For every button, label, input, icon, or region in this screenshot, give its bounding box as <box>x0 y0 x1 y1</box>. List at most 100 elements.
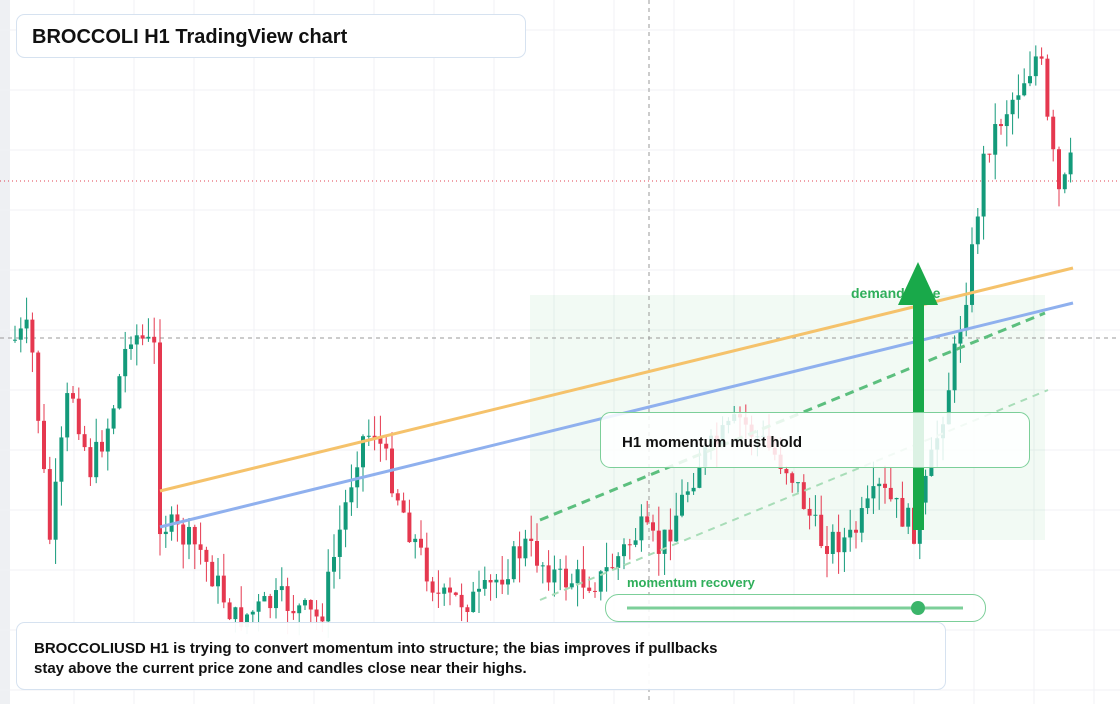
candle-body <box>999 124 1003 127</box>
candle-body <box>790 473 795 483</box>
candle-body <box>1004 114 1009 127</box>
candle-body <box>111 408 116 429</box>
candle-body <box>506 579 510 585</box>
callout-box <box>600 412 1030 468</box>
candle-body <box>691 487 696 492</box>
candle-body <box>233 607 238 620</box>
candle-body <box>239 607 244 628</box>
candle-body <box>250 611 255 615</box>
candle-body <box>680 494 684 516</box>
candle-body <box>384 443 389 449</box>
candle-body <box>303 599 307 606</box>
summary-line: BROCCOLIUSD H1 is trying to convert mome… <box>34 640 717 657</box>
candle-body <box>430 581 435 593</box>
candle-body <box>558 568 563 570</box>
candle-body <box>598 571 603 592</box>
candle-body <box>511 546 516 580</box>
candle-body <box>65 393 70 438</box>
candle-body <box>1068 152 1073 175</box>
candle-body <box>1039 56 1044 59</box>
candle-body <box>993 124 998 155</box>
candle-body <box>1051 116 1056 150</box>
candle-body <box>59 437 64 482</box>
candle-body <box>883 483 887 488</box>
candle-body <box>453 592 458 595</box>
candle-body <box>413 538 418 543</box>
candle-body <box>546 565 551 583</box>
candle-body <box>227 602 232 620</box>
candle-body <box>30 319 35 353</box>
candle-body <box>332 556 336 572</box>
candle-body <box>1033 56 1038 77</box>
candle-body <box>819 514 824 547</box>
candle-body <box>465 607 470 613</box>
slider-label: momentum recovery <box>627 575 756 590</box>
candle-body <box>419 538 423 548</box>
candle-body <box>326 571 331 622</box>
candle-body <box>587 587 592 591</box>
candle-body <box>575 569 580 584</box>
candle-body <box>906 507 911 527</box>
candle-body <box>865 498 870 509</box>
candle-body <box>581 569 586 588</box>
candle-body <box>552 569 557 583</box>
candle-body <box>975 216 980 245</box>
slider-knob[interactable] <box>911 601 925 615</box>
candle-body <box>859 508 864 533</box>
arrow-head <box>898 262 938 305</box>
candle-body <box>13 339 17 341</box>
candle-body <box>210 561 215 587</box>
candle-body <box>372 435 377 438</box>
candle-body <box>888 487 893 500</box>
candle-body <box>668 529 673 542</box>
candle-body <box>1016 95 1021 100</box>
candle-body <box>262 596 267 602</box>
left-edge <box>0 0 10 704</box>
candle-body <box>970 244 974 305</box>
candle-body <box>361 436 365 468</box>
candle-body <box>337 529 342 557</box>
candle-body <box>140 335 145 339</box>
candle-body <box>610 567 615 569</box>
candle-body <box>488 580 493 583</box>
candle-body <box>842 537 847 553</box>
candle-body <box>308 599 313 610</box>
candle-body <box>854 529 858 533</box>
candle-body <box>1028 76 1032 84</box>
candle-body <box>877 483 882 487</box>
candle-body <box>825 546 829 554</box>
candle-body <box>946 390 951 425</box>
candle-body <box>459 594 464 608</box>
candle-body <box>198 544 203 550</box>
candle-body <box>900 497 905 527</box>
candle-body <box>94 441 99 478</box>
candle-body <box>836 531 841 553</box>
candle-body <box>152 336 157 343</box>
candle-body <box>42 420 46 470</box>
candle-body <box>158 342 162 535</box>
title-box <box>16 14 526 58</box>
candle-body <box>801 482 806 509</box>
candle-body <box>36 352 41 421</box>
candle-body <box>88 447 93 478</box>
candle-body <box>651 522 655 531</box>
candle-body <box>981 153 986 217</box>
candle-body <box>314 609 319 617</box>
candle-body <box>268 596 273 609</box>
candle-body <box>134 335 139 345</box>
candle-body <box>807 508 812 516</box>
candle-body <box>76 398 81 435</box>
candle-body <box>848 529 853 538</box>
candle-body <box>175 514 180 525</box>
candle-body <box>163 531 168 535</box>
candle-body <box>274 590 278 609</box>
candle-body <box>517 546 522 559</box>
candle-body <box>830 531 835 554</box>
candle-body <box>71 393 75 399</box>
candle-body <box>297 605 302 614</box>
candle-body <box>622 544 626 557</box>
candle-body <box>639 516 644 541</box>
candle-body <box>1010 99 1015 115</box>
candle-body <box>1057 149 1061 190</box>
candle-body <box>871 486 876 499</box>
